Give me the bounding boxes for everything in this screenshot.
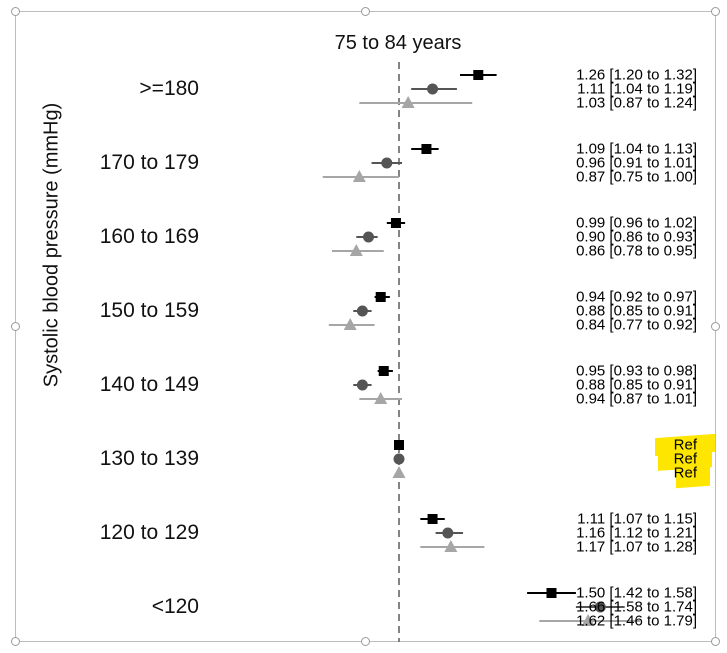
ref-label: Ref [673,450,697,468]
ci-label: 0.95 [0.93 to 0.98] [576,362,697,380]
point-square [390,218,401,228]
ci-label: 1.16 [1.12 to 1.21] [576,524,697,542]
resize-handle[interactable] [711,637,720,646]
ci-label: 1.66 [1.58 to 1.74] [576,598,697,616]
point-circle [381,157,393,169]
ci-label: 1.11 [1.07 to 1.15] [577,510,697,528]
ci-label: 0.96 [0.91 to 1.01] [576,154,697,172]
point-square [421,144,432,154]
point-circle [356,379,368,391]
resize-handle[interactable] [711,322,720,331]
ci-label: 0.94 [0.92 to 0.97] [576,288,697,306]
category-label: >=180 [139,77,199,100]
ci-label: 1.26 [1.20 to 1.32] [576,66,697,84]
point-triangle [444,540,458,552]
category-label: 150 to 159 [99,299,199,322]
point-triangle [401,96,415,108]
category-label: 160 to 169 [99,225,199,248]
resize-handle[interactable] [361,637,370,646]
point-circle [427,83,439,95]
resize-handle[interactable] [11,7,20,16]
point-circle [356,305,368,317]
category-label: <120 [151,595,199,618]
point-triangle [349,244,363,256]
ci-label: 0.90 [0.86 to 0.93] [576,228,697,246]
point-square [375,292,386,302]
point-square [546,588,557,598]
ci-label: 0.87 [0.75 to 1.00] [576,168,697,186]
ci-label: 1.17 [1.07 to 1.28] [576,538,697,556]
resize-handle[interactable] [11,322,20,331]
ci-label: 0.88 [0.85 to 0.91] [576,376,697,394]
point-triangle [392,466,406,478]
ci-label: 0.86 [0.78 to 0.95] [576,242,697,260]
point-circle [594,601,606,613]
category-label: 170 to 179 [99,151,199,174]
ci-label: 0.99 [0.96 to 1.02] [576,214,697,232]
ref-label: Ref [673,436,697,454]
ci-label: 1.03 [0.87 to 1.24] [576,94,697,112]
point-circle [393,453,405,465]
ref-label: Ref [673,464,697,482]
point-triangle [343,318,357,330]
ci-label: 0.84 [0.77 to 0.92] [576,316,697,334]
point-square [473,70,484,80]
point-square [394,440,404,450]
point-triangle [352,170,366,182]
category-label: 120 to 129 [99,521,199,544]
ci-label: 0.94 [0.87 to 1.01] [576,390,697,408]
ci-label: 1.09 [1.04 to 1.13] [576,140,697,158]
point-circle [442,527,454,539]
ci-label: 1.11 [1.04 to 1.19] [577,80,697,98]
ci-label: 0.88 [0.85 to 0.91] [576,302,697,320]
category-label: 140 to 149 [99,373,199,396]
resize-handle[interactable] [711,7,720,16]
resize-handle[interactable] [11,637,20,646]
point-circle [363,231,374,243]
resize-handle[interactable] [361,7,370,16]
point-square [378,366,389,376]
point-triangle [374,392,388,404]
chart-title: 75 to 84 years [334,32,462,54]
ci-label: 1.62 [1.46 to 1.79] [576,612,697,630]
ci-label: 1.50 [1.42 to 1.58] [576,584,697,602]
category-label: 130 to 139 [99,447,199,470]
point-triangle [581,614,595,626]
point-square [427,514,438,524]
